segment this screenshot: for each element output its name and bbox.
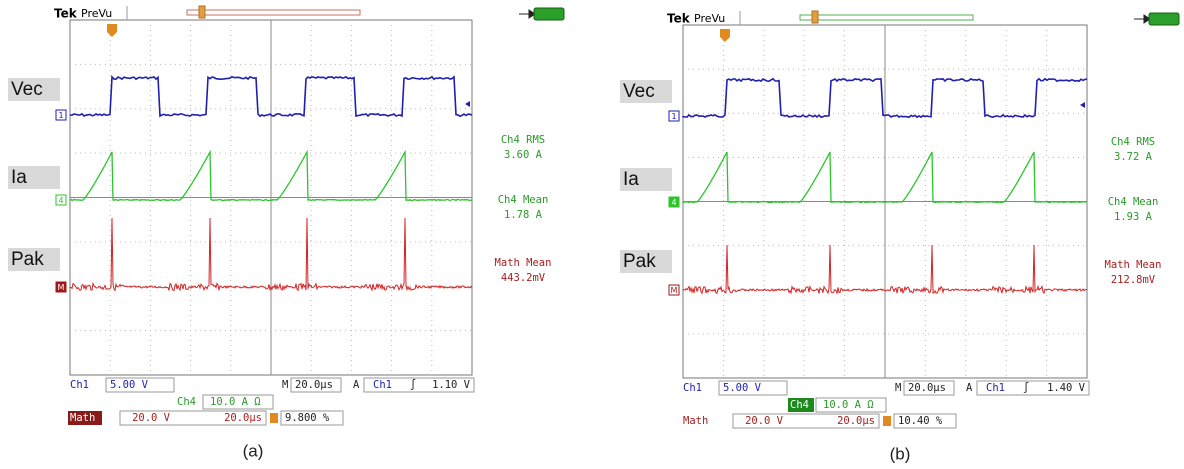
channel-marker: M (671, 286, 678, 295)
trigger-channel: Ch1 (986, 382, 1005, 394)
probe-icon (1134, 15, 1150, 23)
channel-marker: 4 (671, 198, 676, 207)
trigger-position-icon (883, 416, 891, 426)
trace-label: Vec (11, 79, 43, 100)
figure: TekPreVuVec1Ia4PakMCh4 RMS3.60 ACh4 Mean… (0, 0, 1184, 469)
channel-marker: 1 (58, 111, 63, 120)
ch1-scale: 5.00 V (110, 379, 149, 391)
ch1-label: Ch1 (70, 379, 89, 391)
ch4-label: Ch4 (177, 396, 196, 408)
record-window (199, 6, 205, 18)
ch1-scale: 5.00 V (723, 382, 762, 394)
measurement-value: 3.72 A (1114, 151, 1153, 163)
brand: Tek (667, 12, 691, 26)
math-label: Math (683, 415, 708, 427)
math-timebase: 20.0µs (224, 412, 262, 424)
ch1-label: Ch1 (683, 382, 702, 394)
measurement-value: 212.8mV (1111, 274, 1156, 286)
trace-label: Pak (623, 251, 656, 272)
trigger-position-icon (270, 413, 278, 423)
trace-label: Ia (11, 167, 27, 188)
measurement-name: Math Mean (495, 257, 552, 269)
battery-icon (534, 8, 564, 20)
acquire-mode: A (353, 379, 360, 391)
body: {"panels": [ {"brand": "Tek", "mode": "P… (0, 0, 1184, 469)
record-bar (187, 10, 360, 15)
horizontal-label: M (282, 379, 288, 391)
ch4-scale: 10.0 A Ω (210, 396, 261, 408)
mode: PreVu (694, 12, 725, 25)
timebase: 20.0µs (908, 382, 946, 394)
scope-panel: TekPreVu Vec 1 Ia 4 Pak M Ch4 RMS 3.72 A Ch4 Mean… (620, 11, 1179, 463)
trigger-level: 1.10 V (432, 379, 471, 391)
acquire-mode: A (966, 382, 973, 394)
caption: (b) (890, 444, 911, 463)
brand: Tek (54, 7, 78, 21)
trigger-level: 1.40 V (1047, 382, 1086, 394)
trigger-position: 9.800 % (285, 412, 330, 424)
trace-label: Pak (11, 249, 44, 270)
trace-label: Vec (623, 81, 655, 102)
page: Oscilloscope captures html, body { margi… (0, 0, 1184, 469)
math-label: Math (70, 412, 95, 424)
record-window (812, 11, 818, 23)
measurement-name: Ch4 Mean (498, 194, 549, 206)
measurement-name: Ch4 RMS (501, 134, 545, 146)
timebase: 20.0µs (295, 379, 333, 391)
measurement-value: 1.78 A (504, 209, 543, 221)
horizontal-label: M (895, 382, 901, 394)
battery-icon (1149, 13, 1179, 25)
mode: PreVu (81, 7, 112, 20)
caption: (a) (243, 441, 264, 460)
trigger-position: 10.40 % (898, 415, 943, 427)
record-bar (800, 15, 973, 20)
trigger-channel: Ch1 (373, 379, 392, 391)
trace-label: Ia (623, 169, 639, 190)
measurement-value: 443.2mV (501, 272, 546, 284)
measurement-name: Math Mean (1105, 259, 1162, 271)
trigger-slope: ∫ (410, 378, 416, 391)
ch4-label: Ch4 (790, 399, 809, 411)
measurement-value: 1.93 A (1114, 211, 1153, 223)
math-timebase: 20.0µs (837, 415, 875, 427)
trigger-slope: ∫ (1023, 381, 1029, 394)
math-scale: 20.0 V (745, 415, 784, 427)
measurement-value: 3.60 A (504, 149, 543, 161)
channel-marker: 4 (58, 196, 63, 205)
probe-icon (519, 10, 535, 18)
measurement-name: Ch4 Mean (1108, 196, 1159, 208)
math-scale: 20.0 V (132, 412, 171, 424)
measurement-name: Ch4 RMS (1111, 136, 1155, 148)
channel-marker: M (58, 283, 65, 292)
ch4-scale: 10.0 A Ω (823, 399, 874, 411)
channel-marker: 1 (671, 112, 676, 121)
